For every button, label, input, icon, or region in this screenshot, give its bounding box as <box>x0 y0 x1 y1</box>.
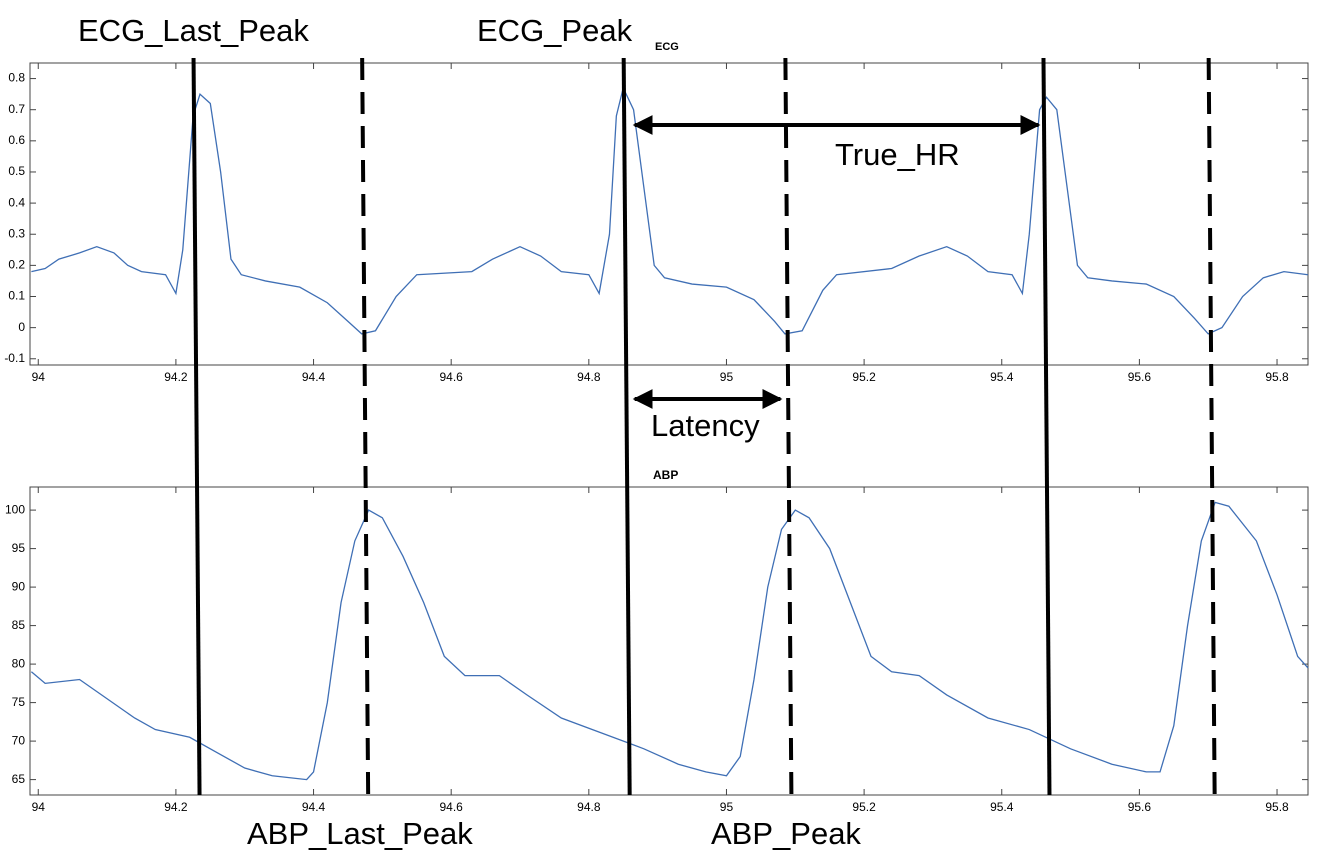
peak-dashed-line <box>1206 57 1217 796</box>
x-tick-label: 95.6 <box>1128 800 1152 814</box>
peak-line <box>191 57 202 796</box>
y-tick-label: 75 <box>12 695 26 709</box>
x-tick-label: 94.6 <box>440 800 464 814</box>
y-tick-label: 70 <box>12 733 26 747</box>
y-tick-label: -0.1 <box>4 351 25 365</box>
y-tick-label: 90 <box>12 579 26 593</box>
y-tick-label: 0.6 <box>8 133 25 147</box>
x-tick-label: 94.8 <box>577 800 601 814</box>
peak-dashed-line <box>783 57 794 796</box>
x-tick-label: 94.6 <box>440 370 464 384</box>
y-tick-label: 0.3 <box>8 226 25 240</box>
y-tick-label: 100 <box>5 502 25 516</box>
x-tick-label: 95.6 <box>1128 370 1152 384</box>
latency-label: Latency <box>651 408 760 443</box>
ecg-last-peak-label: ECG_Last_Peak <box>78 13 309 48</box>
y-tick-label: 95 <box>12 541 26 555</box>
peak-line <box>1041 57 1052 796</box>
x-tick-label: 94.2 <box>164 800 188 814</box>
y-tick-label: 80 <box>12 656 26 670</box>
y-tick-label: 0.2 <box>8 258 25 272</box>
chart-title: ABP <box>653 468 678 482</box>
x-tick-label: 94.4 <box>302 370 326 384</box>
x-tick-label: 94 <box>32 800 46 814</box>
x-tick-label: 95.8 <box>1265 800 1289 814</box>
x-tick-label: 94 <box>32 370 46 384</box>
abp-peak-label: ABP_Peak <box>711 816 861 851</box>
plot-area <box>29 62 1309 366</box>
peak-line <box>621 57 632 796</box>
data-line <box>31 85 1309 335</box>
y-tick-label: 0.4 <box>8 195 25 209</box>
y-tick-label: 0 <box>18 320 25 334</box>
x-tick-label: 94.2 <box>164 370 188 384</box>
ecg-peak-label: ECG_Peak <box>477 13 633 48</box>
y-tick-label: 0.1 <box>8 289 25 303</box>
ecg-peak-subscript: ECG <box>655 41 679 53</box>
data-line <box>30 501 1309 781</box>
x-tick-label: 95 <box>720 370 734 384</box>
abp-last-peak-label: ABP_Last_Peak <box>247 816 473 851</box>
x-tick-label: 95.2 <box>852 800 876 814</box>
y-tick-label: 0.7 <box>8 102 25 116</box>
x-tick-label: 95.8 <box>1265 370 1289 384</box>
x-tick-label: 95.4 <box>990 370 1014 384</box>
y-tick-label: 65 <box>12 772 26 786</box>
x-tick-label: 94.8 <box>577 370 601 384</box>
y-tick-label: 85 <box>12 618 26 632</box>
x-tick-label: 95.2 <box>852 370 876 384</box>
peak-dashed-line <box>360 57 371 796</box>
x-tick-label: 95 <box>720 800 734 814</box>
true-hr-label: True_HR <box>835 137 960 172</box>
plot-area <box>29 486 1309 796</box>
x-tick-label: 95.4 <box>990 800 1014 814</box>
y-tick-label: 0.5 <box>8 164 25 178</box>
x-tick-label: 94.4 <box>302 800 326 814</box>
y-tick-label: 0.8 <box>8 71 25 85</box>
